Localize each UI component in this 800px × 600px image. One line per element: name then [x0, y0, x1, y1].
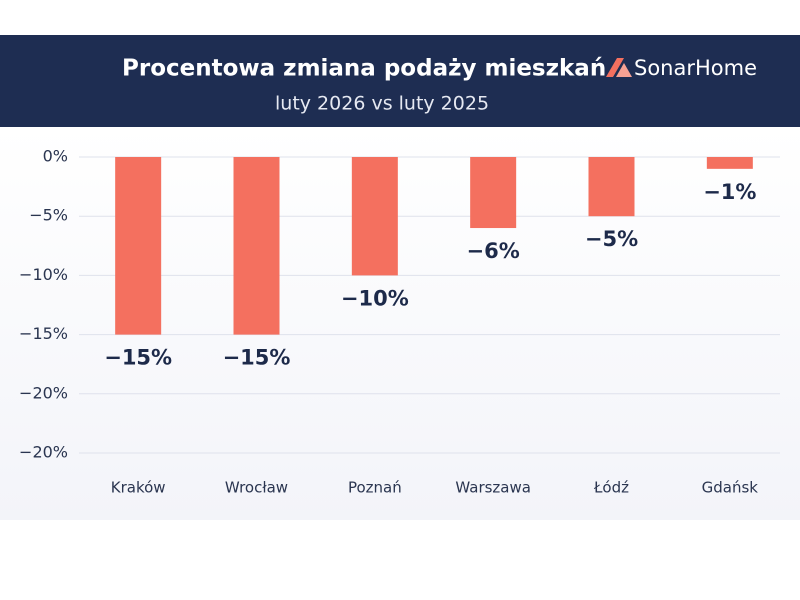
y-tick-label: −20%	[19, 443, 68, 462]
value-label: −15%	[223, 346, 291, 370]
y-tick-label: −5%	[29, 206, 68, 225]
chart-subtitle: luty 2026 vs luty 2025	[275, 93, 489, 115]
x-tick-label: Poznań	[348, 479, 402, 497]
bar	[706, 157, 753, 169]
y-tick-label: −15%	[19, 324, 68, 343]
x-tick-label: Kraków	[111, 479, 166, 497]
bar	[115, 157, 162, 335]
value-label: −15%	[104, 346, 172, 370]
y-tick-label: 0%	[43, 147, 68, 166]
logo-icon	[616, 63, 632, 77]
brand-name: SonarHome	[634, 56, 757, 80]
value-label: −5%	[585, 227, 638, 251]
x-tick-label: Wrocław	[225, 479, 288, 497]
y-tick-label: −20%	[19, 383, 68, 402]
chart-title: Procentowa zmiana podaży mieszkań	[122, 56, 606, 82]
bar	[233, 157, 280, 335]
x-tick-label: Łódź	[593, 479, 629, 497]
bar	[588, 157, 635, 217]
y-tick-label: −10%	[19, 265, 68, 284]
brand-logo: SonarHome	[606, 56, 757, 80]
header	[0, 35, 800, 127]
bar	[470, 157, 517, 229]
x-tick-label: Gdańsk	[702, 479, 759, 497]
x-tick-label: Warszawa	[455, 479, 531, 497]
bar	[351, 157, 398, 276]
logo-icon	[606, 58, 624, 77]
value-label: −1%	[703, 180, 756, 204]
value-label: −10%	[341, 286, 409, 310]
value-label: −6%	[467, 239, 520, 263]
